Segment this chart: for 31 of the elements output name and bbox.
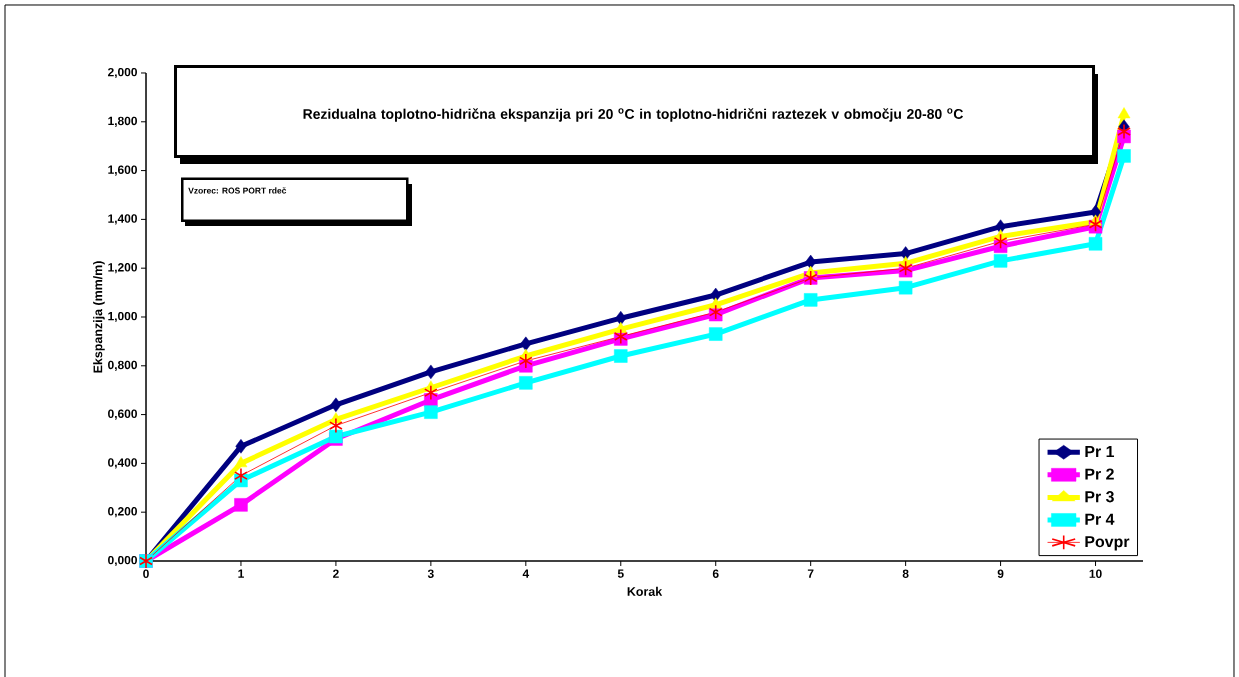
annotation: Vzorec: ROS PORT rdeč — [188, 187, 287, 194]
y-tick-label: 2,000 — [107, 67, 137, 79]
y-tick-label: 0,200 — [108, 507, 137, 518]
y-tick-label: 0,600 — [108, 409, 137, 420]
x-tick-label: 3 — [427, 569, 434, 578]
y-tick-label: 1,000 — [108, 311, 137, 323]
y-tick-label: 1,600 — [108, 165, 137, 176]
legend-label: Pr 3 — [1085, 491, 1114, 503]
text: Rezidualna toplotno-hidrična ekspanzija pri 20 $^{o}$C in toplotno-hidrični raztezek v območju 20-80 $^{o}$C — [303, 108, 964, 122]
x-tick-label: 6 — [712, 569, 719, 578]
legend-label: Pr 4 — [1085, 513, 1115, 525]
y-tick-label: 1,400 — [108, 214, 137, 225]
y-tick-label: 1,800 — [108, 116, 137, 127]
y-tick-label: 0,800 — [108, 360, 137, 371]
x-tick-label: 9 — [997, 569, 1004, 578]
y-tick-label: 1,200 — [108, 263, 137, 274]
x-tick-label: 2 — [333, 569, 339, 578]
legend-label: Pr 2 — [1085, 468, 1114, 480]
x-tick-label: 7 — [807, 569, 814, 578]
x-tick-label: 10 — [1089, 569, 1102, 578]
y-tick-label: 0,000 — [108, 555, 137, 567]
x-tick-label: 8 — [902, 569, 909, 578]
legend-label: Pr 1 — [1085, 446, 1115, 458]
legend-label: Povpr — [1085, 536, 1130, 551]
x-tick-label: 5 — [617, 569, 624, 578]
x-tick-label: 0 — [143, 569, 149, 578]
x-tick-label: 1 — [238, 569, 244, 578]
y-tick-label: 0,400 — [108, 458, 137, 469]
x-tick-label: 4 — [522, 569, 530, 578]
x-axis-title: Korak — [627, 586, 663, 596]
y-axis-title: Ekspanzija (mm/m) — [93, 261, 105, 373]
